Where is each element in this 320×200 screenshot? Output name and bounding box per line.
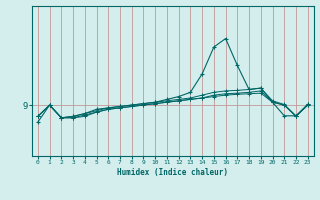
X-axis label: Humidex (Indice chaleur): Humidex (Indice chaleur) (117, 168, 228, 177)
